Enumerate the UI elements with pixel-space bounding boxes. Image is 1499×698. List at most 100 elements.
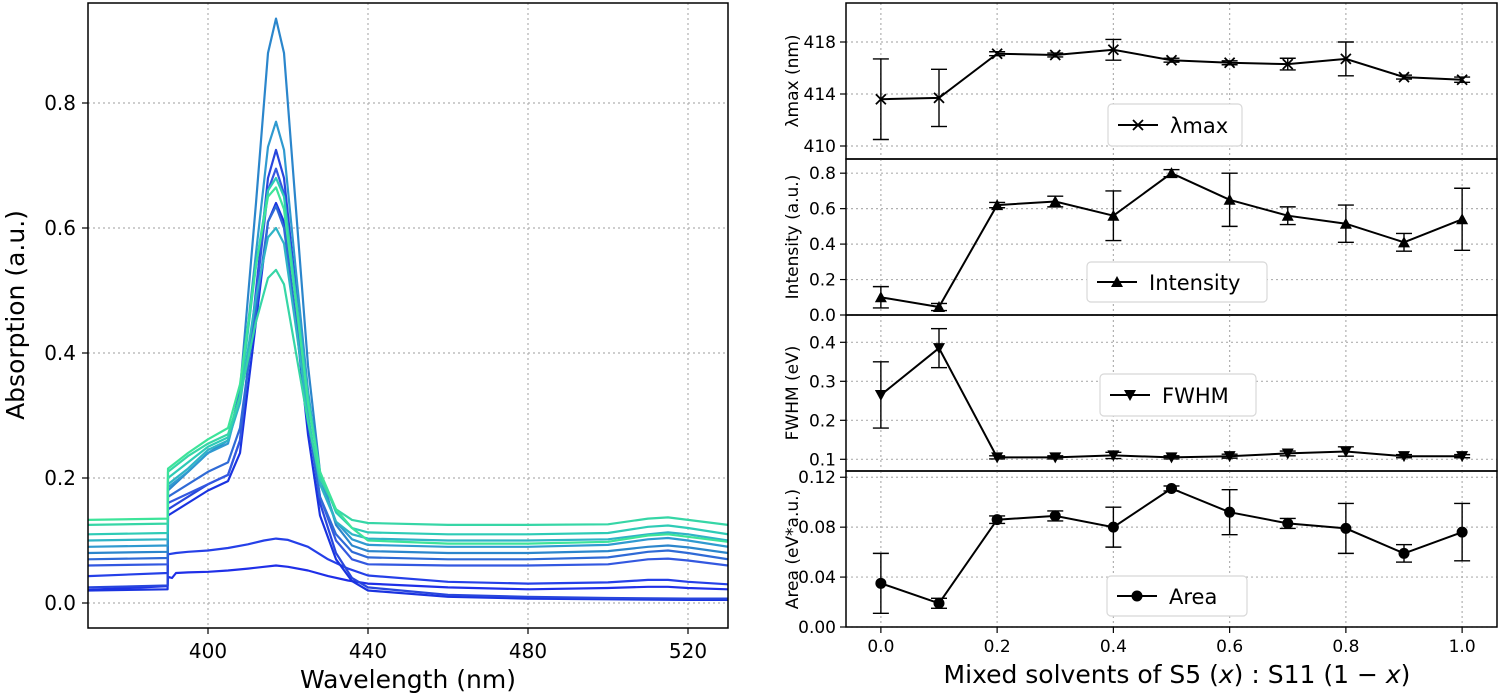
data-point bbox=[874, 389, 887, 401]
absorption-curve-8 bbox=[88, 120, 728, 548]
legend: Area bbox=[1106, 575, 1248, 617]
data-point bbox=[1049, 452, 1062, 464]
right-y-axis-label: λmax (nm) bbox=[783, 34, 803, 127]
panel-area-3: 0.00 0.04 0.08 0.12 Area Area (eV*a.u.) bbox=[783, 468, 1498, 638]
data-point bbox=[1165, 54, 1178, 66]
right-y-tick-label: 0.08 bbox=[798, 518, 836, 538]
data-point bbox=[1398, 71, 1410, 83]
legend-box bbox=[1099, 373, 1257, 417]
legend-marker bbox=[1131, 590, 1143, 602]
data-point bbox=[1398, 236, 1410, 248]
right-y-tick-label: 0.04 bbox=[798, 568, 836, 588]
legend-box bbox=[1106, 575, 1248, 617]
data-point bbox=[991, 199, 1004, 211]
data-point bbox=[933, 301, 945, 313]
legend-marker bbox=[1124, 390, 1136, 401]
data-point bbox=[1223, 451, 1236, 463]
right-y-tick-label: 0.12 bbox=[798, 468, 836, 488]
right-x-tick-label: 0.2 bbox=[984, 637, 1011, 657]
right-y-tick-label: 418 bbox=[804, 33, 836, 53]
data-point bbox=[875, 93, 887, 105]
legend: FWHM bbox=[1099, 373, 1257, 417]
data-point bbox=[1340, 522, 1352, 534]
data-point bbox=[1223, 193, 1236, 205]
data-point bbox=[1456, 526, 1468, 538]
data-point bbox=[991, 48, 1003, 60]
right-y-tick-label: 410 bbox=[804, 137, 836, 157]
right-x-tick-label: 0.0 bbox=[867, 637, 894, 657]
absorption-curve-10 bbox=[88, 176, 728, 536]
data-point bbox=[874, 291, 887, 303]
left-y-ticks: 0.0 0.2 0.4 0.6 0.8 bbox=[44, 91, 88, 615]
data-point bbox=[1166, 482, 1177, 494]
data-point bbox=[1281, 209, 1294, 221]
left-y-axis-label: Absorption (a.u.) bbox=[1, 210, 30, 420]
data-point bbox=[1165, 167, 1178, 179]
absorption-curve-11 bbox=[88, 268, 728, 526]
right-y-tick-label: 0.6 bbox=[809, 200, 836, 220]
data-point bbox=[1398, 547, 1410, 559]
data-point bbox=[1107, 44, 1120, 56]
data-point bbox=[933, 597, 945, 609]
data-point bbox=[1049, 49, 1061, 61]
right-y-axis-label: FWHM (eV) bbox=[783, 346, 803, 441]
right-x-tick-label: 0.8 bbox=[1332, 637, 1359, 657]
legend-marker bbox=[1111, 276, 1123, 287]
data-point bbox=[1456, 451, 1469, 463]
right-y-axis-label: Intensity (a.u.) bbox=[783, 175, 803, 300]
right-y-tick-label: 0.1 bbox=[809, 450, 836, 470]
data-point bbox=[1049, 510, 1061, 522]
absorption-series-group bbox=[88, 17, 728, 601]
left-y-tick-label: 0.8 bbox=[44, 91, 76, 115]
solvent-parameters-chart: 410 414 418 λmax λmax (nm) 0.0 0.2 0.4 0.6 0.8 Int… bbox=[783, 2, 1498, 657]
data-point bbox=[1224, 506, 1236, 518]
left-y-tick-label: 0.2 bbox=[44, 466, 76, 490]
data-point bbox=[1049, 195, 1062, 207]
right-x-tick-label: 0.4 bbox=[1100, 637, 1127, 657]
left-plot-frame bbox=[87, 2, 729, 629]
left-x-tick-label: 520 bbox=[669, 639, 707, 663]
data-point bbox=[1339, 217, 1352, 229]
right-y-tick-label: 0.8 bbox=[809, 164, 836, 184]
legend-label: FWHM bbox=[1162, 384, 1229, 408]
data-point bbox=[875, 577, 887, 589]
left-x-tick-label: 440 bbox=[349, 639, 387, 663]
right-y-tick-label: 0.0 bbox=[809, 306, 836, 326]
data-point bbox=[991, 452, 1004, 464]
right-y-tick-label: 0.2 bbox=[809, 411, 836, 431]
data-point bbox=[1456, 74, 1468, 86]
right-y-tick-label: 0.00 bbox=[798, 618, 836, 638]
data-point bbox=[1107, 209, 1120, 221]
data-point bbox=[1282, 517, 1294, 529]
left-x-axis-label: Wavelength (nm) bbox=[300, 665, 516, 694]
data-point bbox=[1281, 448, 1294, 460]
legend: Intensity bbox=[1086, 261, 1268, 303]
right-y-axis-label: Area (eV*a.u.) bbox=[783, 489, 803, 609]
data-point bbox=[1107, 450, 1120, 462]
left-x-tick-label: 400 bbox=[189, 639, 227, 663]
right-y-tick-label: 0.4 bbox=[809, 235, 836, 255]
data-point bbox=[1398, 451, 1410, 463]
right-y-tick-label: 0.3 bbox=[809, 372, 836, 392]
left-y-tick-label: 0.4 bbox=[44, 341, 76, 365]
data-point bbox=[1223, 57, 1236, 69]
panel-max-0: 410 414 418 λmax λmax (nm) bbox=[783, 2, 1498, 160]
data-point bbox=[933, 92, 945, 104]
panel-fwhm-2: 0.1 0.2 0.3 0.4 FWHM FWHM (eV) bbox=[783, 314, 1498, 472]
legend-label: λmax bbox=[1170, 114, 1228, 138]
right-panel-frame bbox=[845, 470, 1498, 628]
data-point bbox=[991, 514, 1003, 526]
legend-label: Area bbox=[1169, 585, 1217, 609]
data-point bbox=[933, 343, 945, 355]
right-y-tick-label: 414 bbox=[804, 85, 836, 105]
data-point bbox=[1107, 521, 1119, 533]
right-x-tick-label: 1.0 bbox=[1449, 637, 1476, 657]
data-point bbox=[1339, 446, 1352, 458]
right-x-axis-label: Mixed solvents of S5 (x) : S11 (1 − x) bbox=[944, 660, 1411, 689]
data-point bbox=[1282, 58, 1294, 70]
right-y-tick-label: 0.2 bbox=[809, 271, 836, 291]
legend-label: Intensity bbox=[1149, 271, 1240, 295]
data-point bbox=[1165, 452, 1178, 464]
absorption-spectra-chart: 400 440 480 520 0.0 0.2 0.4 0.6 0.8 Wavelength … bbox=[1, 2, 729, 694]
